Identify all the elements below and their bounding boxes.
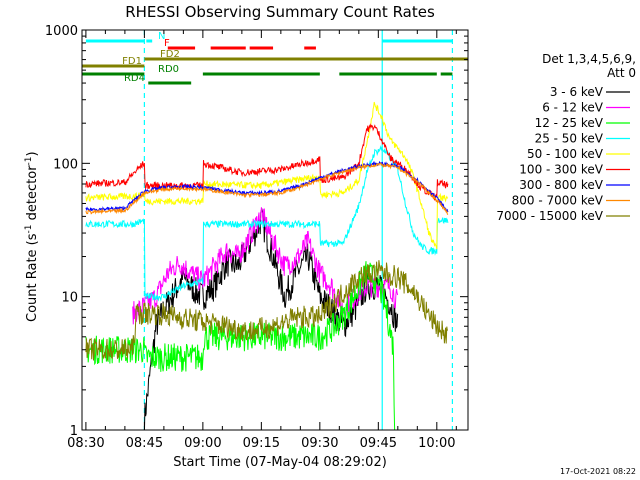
legend-label-7: 800 - 7000 keV	[512, 194, 604, 208]
chart-title: RHESSI Observing Summary Count Rates	[125, 3, 435, 21]
legend-header-line1: Det 1,3,4,5,6,9,	[542, 52, 636, 66]
legend-label-8: 7000 - 15000 keV	[496, 209, 603, 223]
x-tick-label-4: 09:30	[301, 436, 338, 451]
legend-header-line2: Att 0	[607, 66, 636, 80]
state-bar-label-F: F	[164, 38, 170, 49]
legend-label-2: 12 - 25 keV	[535, 116, 604, 130]
series-group	[85, 101, 449, 430]
state-bar-label-RD0: RD0	[158, 64, 179, 75]
legend: Det 1,3,4,5,6,9, Att 0 3 - 6 keV 6 - 12 k…	[496, 52, 636, 223]
y-tick-label-3: 1000	[45, 24, 78, 39]
x-tick-label-3: 09:15	[243, 436, 280, 451]
state-bar-label-N: N	[158, 31, 165, 42]
series-line-800-7000-keV	[85, 162, 449, 215]
legend-label-5: 100 - 300 keV	[519, 163, 603, 177]
state-bar-label-FD1: FD1	[122, 56, 142, 67]
y-axis-label: Count Rate (s-1 detector-1)	[24, 151, 40, 322]
y-axis-label-mid: detector	[25, 165, 40, 225]
state-bar-label-FD2: FD2	[160, 49, 180, 60]
plot-frame	[81, 29, 469, 431]
legend-label-4: 50 - 100 keV	[527, 147, 604, 161]
state-bars: NF FD1 FD2 RD0 RD4	[82, 31, 468, 85]
y-tick-label-0: 1	[70, 424, 78, 439]
y-axis-label-end: )	[25, 151, 40, 156]
y-tick-label-1: 10	[61, 291, 78, 306]
series-line-50-100-keV	[85, 101, 449, 250]
legend-label-0: 3 - 6 keV	[550, 85, 604, 99]
timestamp: 17-Oct-2021 08:22	[560, 467, 636, 476]
x-tick-label-1: 08:45	[126, 436, 163, 451]
x-tick-label-6: 10:00	[418, 436, 455, 451]
x-axis-label: Start Time (07-May-04 08:29:02)	[173, 455, 387, 470]
x-tick-label-5: 09:45	[360, 436, 397, 451]
x-tick-label-0: 08:30	[67, 436, 104, 451]
y-axis-label-main: Count Rate (s	[25, 233, 40, 322]
legend-label-6: 300 - 800 keV	[519, 178, 603, 192]
y-axis-label-sup2: -1	[24, 156, 34, 165]
y-axis-label-sup1: -1	[24, 224, 34, 233]
axes: 08:30 08:45 09:00 09:15 09:30 09:45 10:00 1 10 10…	[45, 24, 468, 451]
series-line-100-300-keV	[85, 123, 449, 201]
series-line-6-12-keV	[132, 207, 399, 325]
legend-label-3: 25 - 50 keV	[535, 132, 604, 146]
state-bar-label-RD4: RD4	[124, 73, 145, 84]
y-tick-label-2: 100	[53, 157, 78, 172]
legend-label-1: 6 - 12 keV	[542, 101, 604, 115]
series-line-7000-15000-keV	[85, 260, 449, 361]
x-tick-label-2: 09:00	[184, 436, 221, 451]
